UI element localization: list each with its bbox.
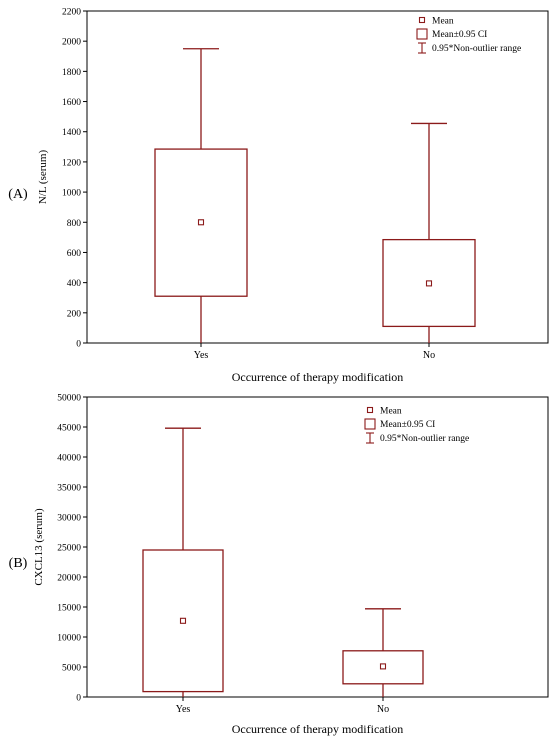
y-tick-label: 800 bbox=[67, 219, 82, 229]
legend-range-label: 0.95*Non-outlier range bbox=[380, 434, 469, 444]
y-tick-label: 25000 bbox=[57, 544, 81, 554]
y-tick-label: 2000 bbox=[62, 38, 81, 48]
legend: Mean Mean±0.95 CI 0.95*Non-outlier range bbox=[364, 406, 469, 444]
legend-mean-symbol bbox=[366, 406, 374, 414]
legend-ci-label: Mean±0.95 CI bbox=[432, 30, 487, 40]
legend-mean-symbol bbox=[418, 16, 426, 24]
y-tick-label: 20000 bbox=[57, 574, 81, 584]
y-tick-label: 15000 bbox=[57, 604, 81, 614]
y-tick-label: 1200 bbox=[62, 158, 81, 168]
y-tick-label: 5000 bbox=[62, 664, 81, 674]
y-tick-label: 0 bbox=[76, 340, 81, 350]
plot-frame bbox=[86, 10, 549, 344]
legend-ci-symbol bbox=[416, 28, 428, 40]
y-tick-label: 50000 bbox=[57, 394, 81, 404]
y-axis-label: N/L (serum) bbox=[37, 150, 49, 205]
x-tick-label: No bbox=[423, 350, 435, 361]
legend-mean-label: Mean bbox=[380, 407, 402, 417]
legend-mean-label: Mean bbox=[432, 17, 454, 27]
legend-range-label: 0.95*Non-outlier range bbox=[432, 44, 521, 54]
y-tick-label: 45000 bbox=[57, 424, 81, 434]
x-tick-label: Yes bbox=[194, 350, 209, 361]
legend-ci-symbol bbox=[364, 418, 376, 430]
chart-b: 0 5000 10000 15000 20000 25000 30000 35000 40000… bbox=[9, 394, 549, 736]
legend-ci-label: Mean±0.95 CI bbox=[380, 420, 435, 430]
y-tick-label: 1400 bbox=[62, 128, 81, 138]
panel-label: (A) bbox=[8, 187, 28, 202]
y-tick-label: 600 bbox=[67, 249, 82, 259]
y-tick-label: 400 bbox=[67, 279, 82, 289]
x-axis-label: Occurrence of therapy modification bbox=[232, 722, 404, 736]
legend: Mean Mean±0.95 CI 0.95*Non-outlier range bbox=[416, 16, 521, 54]
y-tick-label: 10000 bbox=[57, 634, 81, 644]
x-tick-label: No bbox=[377, 704, 389, 715]
ci-box bbox=[154, 148, 248, 297]
mean-marker bbox=[425, 280, 433, 287]
ci-box bbox=[342, 650, 424, 685]
y-tick-label: 1600 bbox=[62, 98, 81, 108]
y-tick-label: 1800 bbox=[62, 68, 81, 78]
y-tick-label: 40000 bbox=[57, 454, 81, 464]
y-tick-label: 200 bbox=[67, 309, 82, 319]
chart-a: 0 200 400 600 800 1000 1200 1400 1600 1800 2000 220… bbox=[8, 8, 549, 384]
mean-marker bbox=[379, 663, 387, 670]
y-tick-label: 0 bbox=[76, 694, 81, 704]
x-axis-label: Occurrence of therapy modification bbox=[232, 370, 404, 384]
y-tick-label: 35000 bbox=[57, 484, 81, 494]
y-axis-label: CXCL13 (serum) bbox=[33, 508, 45, 586]
plot-frame bbox=[86, 396, 549, 698]
y-tick-label: 1000 bbox=[62, 189, 81, 199]
ci-box bbox=[382, 238, 476, 328]
panel-label: (B) bbox=[9, 556, 28, 571]
ci-box bbox=[142, 549, 224, 693]
y-tick-label: 2200 bbox=[62, 8, 81, 18]
y-tick-label: 30000 bbox=[57, 514, 81, 524]
mean-marker bbox=[197, 219, 205, 226]
mean-marker bbox=[179, 617, 187, 624]
x-tick-label: Yes bbox=[176, 704, 191, 715]
